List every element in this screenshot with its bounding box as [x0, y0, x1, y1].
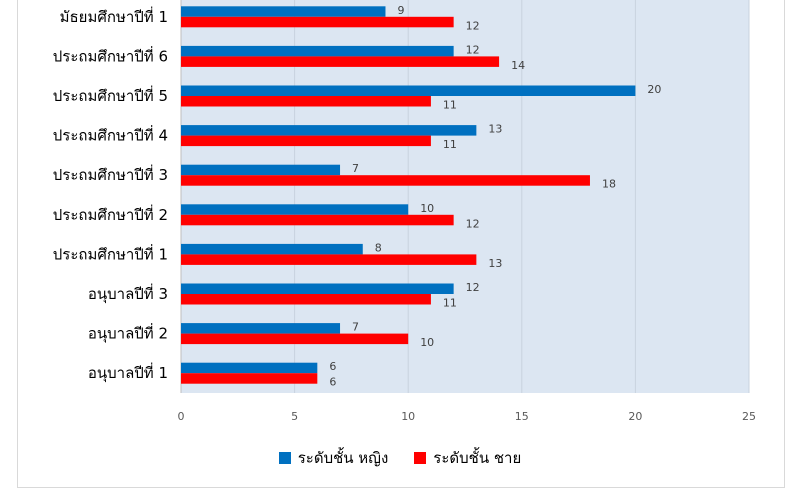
data-label-male: 14	[511, 59, 525, 72]
bar-female	[181, 45, 454, 57]
data-label-male: 10	[420, 336, 434, 349]
bar-chart: 0 5 10 15 20 25 มัธยมศึกษาปีที่ 1 9 12 ประถมศึกษา…	[53, 0, 756, 423]
x-tick-label: 15	[515, 410, 529, 423]
data-label-male: 11	[443, 297, 457, 310]
bar-male	[181, 56, 500, 67]
bar-male	[181, 333, 409, 345]
data-label-female: 7	[352, 162, 359, 175]
data-label-female: 20	[647, 83, 661, 96]
x-tick-label: 10	[401, 410, 415, 423]
data-label-female: 10	[420, 202, 434, 215]
bar-female	[181, 362, 318, 374]
legend-swatch-female	[278, 452, 291, 464]
legend-item-male: ระดับชั้น ชาย	[414, 446, 521, 470]
x-tick-label: 25	[742, 410, 756, 423]
bar-female	[181, 323, 341, 334]
data-label-male: 12	[466, 217, 480, 230]
category-label: ประถมศึกษาปีที่ 6	[53, 45, 168, 65]
category-label: ประถมศึกษาปีที่ 1	[53, 243, 168, 263]
category-label: ประถมศึกษาปีที่ 5	[53, 85, 168, 105]
data-label-male: 13	[488, 257, 502, 270]
category-label: อนุบาลปีที่ 2	[88, 323, 168, 344]
data-label-male: 18	[602, 178, 616, 191]
bar-male	[181, 175, 590, 186]
bar-female	[181, 243, 363, 255]
category-label: ประถมศึกษาปีที่ 4	[53, 125, 168, 145]
bar-male	[181, 254, 477, 265]
x-tick-label: 5	[291, 410, 298, 423]
x-tick-label: 20	[628, 410, 642, 423]
category-label: อนุบาลปีที่ 1	[88, 362, 168, 383]
bar-female	[181, 283, 454, 294]
data-label-female: 6	[329, 360, 336, 373]
category-label: ประถมศึกษาปีที่ 3	[53, 164, 168, 184]
data-label-male: 12	[466, 19, 480, 32]
data-label-female: 12	[466, 43, 480, 56]
data-label-female: 8	[375, 241, 382, 254]
bar-female	[181, 164, 341, 176]
legend-swatch-male	[414, 452, 427, 464]
bar-female	[181, 204, 409, 215]
bar-female	[181, 125, 477, 136]
data-label-female: 9	[397, 4, 404, 17]
x-tick-label: 0	[178, 410, 185, 423]
data-label-female: 7	[352, 321, 359, 334]
bar-female	[181, 6, 386, 17]
category-label: ประถมศึกษาปีที่ 2	[53, 204, 168, 224]
data-label-male: 11	[443, 99, 457, 112]
bar-female	[181, 85, 636, 96]
legend-label-female: ระดับชั้น หญิง	[297, 449, 389, 467]
bar-male	[181, 16, 454, 28]
data-label-female: 12	[466, 281, 480, 294]
legend-label-male: ระดับชั้น ชาย	[433, 449, 522, 467]
category-label: อนุบาลปีที่ 3	[88, 283, 168, 304]
data-label-female: 13	[488, 123, 502, 136]
bar-male	[181, 135, 431, 147]
data-label-male: 6	[329, 376, 336, 389]
bar-male	[181, 294, 431, 305]
legend: ระดับชั้น หญิง ระดับชั้น ชาย	[0, 446, 800, 470]
bar-male	[181, 96, 431, 107]
bar-male	[181, 373, 318, 384]
legend-item-female: ระดับชั้น หญิง	[278, 446, 389, 470]
data-label-male: 11	[443, 138, 457, 151]
bar-male	[181, 214, 454, 226]
category-label: มัธยมศึกษาปีที่ 1	[60, 6, 168, 26]
